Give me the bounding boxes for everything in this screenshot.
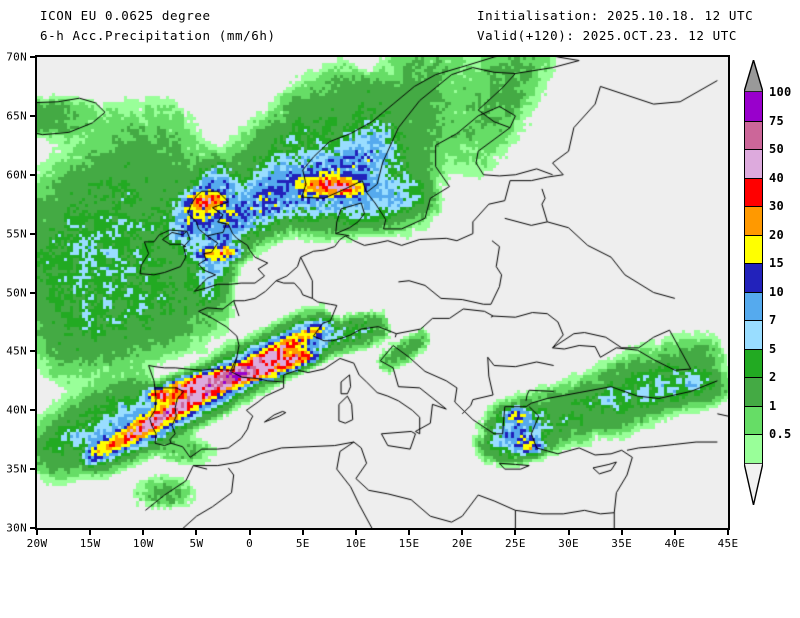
- y-tick: [30, 527, 35, 529]
- y-axis-label: 45N: [6, 344, 27, 358]
- colorbar-tick-label: 100: [769, 85, 792, 99]
- x-tick: [195, 530, 198, 535]
- y-axis-label: 70N: [6, 50, 27, 64]
- x-axis-label: 5E: [295, 537, 310, 550]
- y-axis-label: 30N: [6, 521, 27, 535]
- colorbar-segment: [745, 320, 762, 349]
- x-axis-label: 30E: [558, 537, 579, 550]
- x-tick: [727, 530, 729, 535]
- colorbar-segment: [745, 405, 762, 434]
- x-axis-label: 25E: [504, 537, 526, 550]
- colorbar-segment: [745, 377, 762, 406]
- precipitation-raster: [37, 57, 728, 528]
- y-tick: [30, 232, 35, 235]
- colorbar-tick-label: 15: [769, 256, 785, 270]
- colorbar-tick-label: 50: [769, 142, 785, 156]
- x-axis-label: 10W: [132, 537, 154, 550]
- x-tick: [89, 530, 92, 535]
- colorbar-tick-label: 20: [769, 227, 785, 242]
- field-title: 6-h Acc.Precipitation (mm/6h): [40, 28, 276, 43]
- y-tick: [30, 56, 35, 58]
- x-axis-label: 35E: [611, 537, 633, 550]
- x-tick: [461, 530, 464, 535]
- colorbar-segment: [745, 120, 762, 149]
- y-tick: [30, 409, 35, 412]
- colorbar-tick-label: 75: [769, 113, 785, 128]
- colorbar-segment: [745, 177, 762, 206]
- colorbar-tick-label: 40: [769, 170, 785, 185]
- colorbar-over-arrow: [744, 60, 763, 92]
- precipitation-map: [35, 55, 730, 530]
- colorbar-segment: [745, 92, 762, 121]
- y-tick: [30, 291, 35, 294]
- x-axis-label: 20W: [26, 537, 48, 550]
- x-axis-label: 10E: [345, 537, 367, 550]
- valid-time-label: Valid(+120): 2025.OCT.23. 12 UTC: [477, 28, 738, 43]
- colorbar-segment: [745, 291, 762, 320]
- colorbar-body: [744, 92, 763, 463]
- x-tick: [354, 530, 357, 535]
- colorbar-segment: [745, 206, 762, 235]
- y-tick: [30, 173, 35, 176]
- colorbar-segment: [745, 434, 762, 463]
- colorbar-tick-label: 30: [769, 199, 785, 213]
- x-tick: [673, 530, 676, 535]
- y-axis-label: 35N: [6, 462, 27, 476]
- x-axis-label: 45E: [717, 537, 739, 550]
- colorbar-tick-label: 5: [769, 341, 777, 356]
- y-tick: [30, 468, 35, 471]
- y-axis-label: 50N: [6, 286, 27, 299]
- colorbar-segment: [745, 234, 762, 263]
- initialisation-label: Initialisation: 2025.10.18. 12 UTC: [477, 8, 754, 23]
- x-axis-label: 15W: [79, 537, 101, 550]
- colorbar-tick-label: 2: [769, 370, 777, 384]
- y-axis-label: 40N: [6, 403, 27, 417]
- x-tick: [514, 530, 517, 535]
- colorbar-legend: 0.5 1 2 5 7 10 15 20 30 40 50 75 100: [744, 60, 798, 530]
- x-axis-label: 0: [246, 537, 254, 550]
- colorbar-tick-label: 0.5: [769, 427, 792, 441]
- x-tick: [142, 530, 145, 535]
- colorbar-tick-label: 1: [769, 398, 777, 413]
- colorbar-segment: [745, 348, 762, 377]
- x-axis-label: 15E: [398, 537, 420, 550]
- y-axis-label: 55N: [6, 227, 27, 241]
- x-axis-label: 5W: [189, 537, 204, 550]
- y-tick: [30, 114, 35, 117]
- colorbar-under-arrow: [744, 462, 763, 505]
- x-tick: [620, 530, 623, 535]
- x-axis-label: 40E: [664, 537, 686, 550]
- colorbar-segment: [745, 263, 762, 292]
- colorbar-tick-label: 7: [769, 313, 777, 327]
- colorbar-segment: [745, 149, 762, 178]
- y-axis-label: 65N: [6, 109, 27, 123]
- x-tick: [301, 530, 304, 535]
- x-tick: [36, 530, 38, 535]
- y-axis-label: 60N: [6, 168, 27, 182]
- x-tick: [408, 530, 411, 535]
- x-tick: [567, 530, 570, 535]
- x-axis-label: 20E: [451, 537, 473, 550]
- y-tick: [30, 350, 35, 353]
- x-tick: [248, 530, 251, 535]
- colorbar-tick-label: 10: [769, 284, 785, 299]
- model-title: ICON EU 0.0625 degree: [40, 8, 211, 23]
